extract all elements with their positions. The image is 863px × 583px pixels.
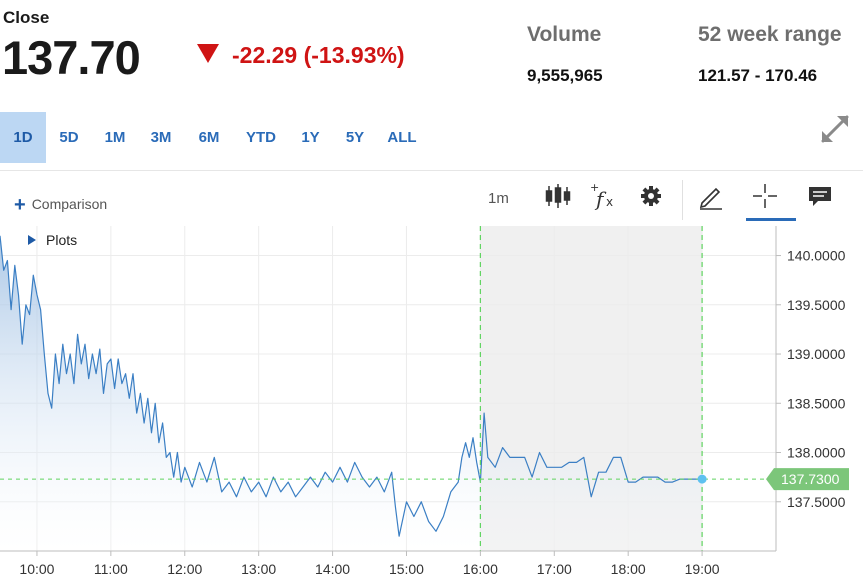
price-chart[interactable]: 140.0000 139.5000 139.0000 138.5000 138.0000… — [0, 226, 863, 583]
x-tick-label: 13:00 — [241, 561, 276, 577]
expand-icon[interactable] — [819, 113, 851, 145]
range-button-all[interactable]: ALL — [387, 129, 417, 146]
volume-label: Volume — [527, 23, 602, 46]
range-value: 121.57 - 170.46 — [698, 66, 818, 85]
comparison-label: Comparison — [31, 196, 108, 212]
expand-triangle-icon — [28, 235, 36, 245]
price-change: -22.29 (-13.93%) — [232, 42, 405, 68]
range-button-5y[interactable]: 5Y — [345, 129, 365, 146]
x-tick-label: 18:00 — [611, 561, 646, 577]
range-button-1y[interactable]: 1Y — [301, 129, 320, 146]
y-tick-label: 137.5000 — [787, 494, 846, 510]
pencil-draw-icon[interactable] — [697, 182, 725, 210]
last-price-tag: 137.7300 — [766, 468, 849, 491]
y-tick-label: 140.0000 — [787, 248, 846, 264]
range-button-1d[interactable]: 1D — [0, 112, 46, 163]
crosshair-icon[interactable] — [751, 182, 779, 210]
y-tick-label: 138.5000 — [787, 395, 846, 411]
close-price: 137.70 — [2, 31, 141, 84]
time-range-selector: 1D 5D 1M 3M 6M YTD 1Y 5Y ALL — [0, 112, 427, 163]
plots-toggle[interactable]: Plots — [28, 232, 77, 248]
candlestick-icon[interactable] — [544, 182, 572, 210]
interval-selector[interactable]: 1m — [488, 190, 509, 207]
range-button-ytd[interactable]: YTD — [246, 129, 276, 146]
svg-text:+: + — [590, 182, 599, 194]
last-price-tag-bg — [766, 468, 849, 491]
annotation-icon[interactable] — [806, 182, 834, 210]
x-tick-label: 10:00 — [19, 561, 54, 577]
plots-label: Plots — [46, 232, 78, 248]
x-tick-label: 17:00 — [537, 561, 572, 577]
close-label: Close — [3, 8, 50, 27]
volume-value: 9,555,965 — [527, 66, 603, 85]
range-button-1m[interactable]: 1M — [104, 129, 126, 146]
y-tick-label: 139.0000 — [787, 346, 846, 362]
x-tick-label: 11:00 — [94, 561, 128, 577]
y-tick-label: 138.0000 — [787, 445, 846, 461]
x-tick-label: 16:00 — [463, 561, 498, 577]
price-line — [0, 235, 703, 537]
active-tool-indicator — [746, 218, 796, 221]
comparison-button[interactable]: + Comparison — [14, 192, 108, 216]
price-area-fill — [0, 235, 703, 552]
svg-text:x: x — [606, 195, 613, 209]
gear-icon[interactable] — [637, 182, 665, 210]
range-button-6m[interactable]: 6M — [198, 129, 220, 146]
toolbar-separator — [0, 170, 863, 171]
toolbar-divider — [682, 180, 683, 220]
last-price-dot — [697, 474, 707, 484]
range-button-5d[interactable]: 5D — [59, 129, 79, 146]
down-arrow-icon — [197, 44, 219, 63]
x-tick-label: 19:00 — [685, 561, 720, 577]
y-tick-label: 139.5000 — [787, 297, 846, 313]
range-button-3m[interactable]: 3M — [150, 129, 172, 146]
range-label: 52 week range — [698, 23, 842, 46]
plus-icon: + — [14, 194, 26, 216]
x-tick-label: 15:00 — [389, 561, 424, 577]
indicator-fx-icon[interactable]: + f x — [590, 182, 618, 210]
last-price-tag-label: 137.7300 — [781, 471, 840, 487]
x-tick-label: 12:00 — [167, 561, 202, 577]
x-tick-label: 14:00 — [315, 561, 350, 577]
